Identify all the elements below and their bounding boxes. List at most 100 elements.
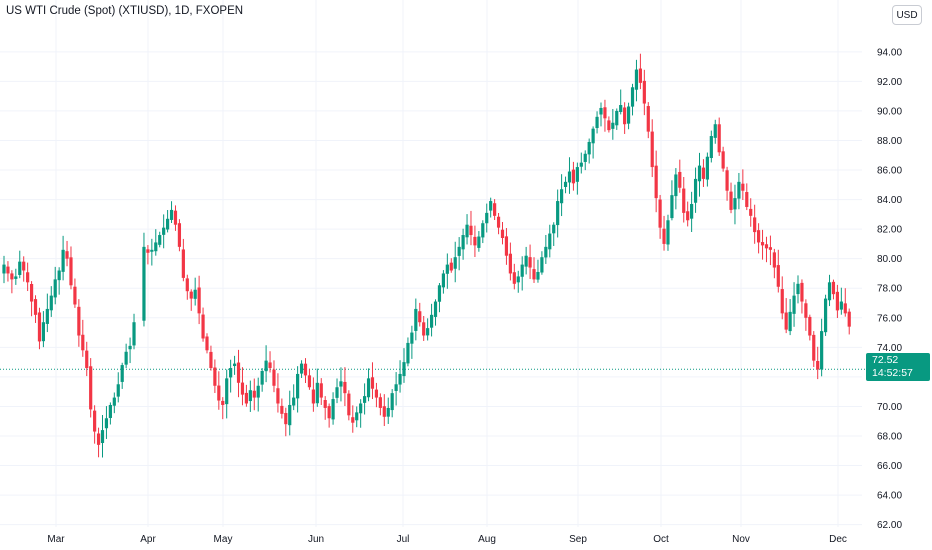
candle-up[interactable] (481, 223, 485, 238)
candle-up[interactable] (619, 105, 623, 112)
candle-down[interactable] (678, 171, 682, 188)
candle-down[interactable] (835, 291, 839, 311)
candle-up[interactable] (61, 249, 65, 272)
candle-down[interactable] (449, 262, 453, 271)
candle-down[interactable] (804, 303, 808, 318)
candle-up[interactable] (674, 174, 678, 197)
candle-up[interactable] (49, 295, 53, 311)
candle-up[interactable] (575, 167, 579, 182)
candle-up[interactable] (827, 282, 832, 301)
candle-up[interactable] (264, 360, 268, 372)
candle-down[interactable] (65, 251, 69, 259)
candle-down[interactable] (37, 312, 42, 342)
candle-down[interactable] (252, 390, 256, 398)
candle-up[interactable] (690, 204, 694, 219)
candle-down[interactable] (725, 170, 729, 191)
candle-down[interactable] (374, 389, 379, 398)
candle-up[interactable] (445, 264, 449, 274)
candle-down[interactable] (768, 247, 773, 250)
candle-down[interactable] (808, 316, 812, 336)
candle-down[interactable] (843, 303, 847, 314)
candle-up[interactable] (426, 328, 430, 336)
candle-down[interactable] (686, 211, 690, 221)
candle-up[interactable] (560, 189, 564, 204)
candle-down[interactable] (26, 272, 30, 283)
candle-down[interactable] (209, 351, 213, 369)
candle-down[interactable] (197, 287, 201, 314)
candle-down[interactable] (496, 216, 501, 228)
candle-up[interactable] (18, 261, 22, 275)
candle-down[interactable] (185, 278, 189, 292)
candle-down[interactable] (276, 388, 280, 404)
candle-up[interactable] (516, 276, 520, 283)
candle-down[interactable] (642, 80, 646, 104)
candle-up[interactable] (2, 264, 6, 274)
candle-down[interactable] (831, 281, 836, 295)
candle-up[interactable] (520, 264, 524, 277)
candle-up[interactable] (453, 257, 457, 269)
candle-up[interactable] (386, 407, 390, 417)
candle-down[interactable] (272, 369, 276, 386)
candle-up[interactable] (548, 233, 552, 250)
candle-up[interactable] (441, 273, 445, 288)
candle-up[interactable] (433, 301, 438, 317)
candle-down[interactable] (146, 249, 150, 253)
candle-up[interactable] (108, 404, 112, 418)
candle-up[interactable] (402, 362, 406, 377)
candle-up[interactable] (150, 249, 154, 252)
candle-up[interactable] (363, 396, 367, 403)
candle-up[interactable] (292, 397, 296, 406)
candle-up[interactable] (166, 218, 170, 230)
candle-up[interactable] (540, 257, 544, 273)
candle-up[interactable] (112, 397, 116, 406)
candle-up[interactable] (132, 322, 136, 346)
candle-up[interactable] (599, 107, 603, 115)
candle-up[interactable] (256, 385, 260, 398)
candle-up[interactable] (162, 227, 166, 235)
candle-up[interactable] (737, 181, 741, 199)
candle-up[interactable] (591, 128, 595, 144)
candle-down[interactable] (764, 244, 769, 249)
candle-down[interactable] (378, 397, 382, 408)
candle-up[interactable] (556, 201, 560, 226)
currency-button[interactable]: USD (892, 5, 922, 25)
candle-down[interactable] (303, 363, 308, 376)
candle-down[interactable] (512, 272, 516, 284)
candle-up[interactable] (225, 378, 229, 405)
candle-up[interactable] (45, 308, 49, 324)
candle-down[interactable] (654, 165, 658, 199)
candle-down[interactable] (662, 228, 666, 244)
candle-up[interactable] (154, 242, 158, 252)
candle-down[interactable] (508, 253, 512, 274)
candle-down[interactable] (177, 223, 182, 247)
candle-down[interactable] (528, 257, 532, 268)
candle-down[interactable] (776, 265, 780, 287)
candle-up[interactable] (489, 201, 493, 211)
candle-down[interactable] (422, 322, 426, 336)
candle-down[interactable] (753, 217, 757, 233)
candle-down[interactable] (347, 393, 351, 416)
candle-up[interactable] (158, 235, 162, 245)
candle-down[interactable] (77, 306, 81, 336)
candle-up[interactable] (394, 384, 398, 391)
candle-down[interactable] (73, 286, 77, 305)
candles[interactable] (2, 53, 851, 458)
candle-up[interactable] (359, 403, 363, 414)
candle-down[interactable] (623, 107, 627, 125)
candle-down[interactable] (800, 282, 804, 302)
candle-down[interactable] (607, 120, 611, 131)
candle-down[interactable] (650, 131, 654, 168)
candle-up[interactable] (414, 308, 418, 331)
candle-up[interactable] (299, 363, 304, 374)
candle-up[interactable] (53, 279, 57, 298)
candle-down[interactable] (29, 284, 34, 302)
candle-down[interactable] (749, 208, 753, 216)
candle-up[interactable] (477, 236, 481, 248)
candle-up[interactable] (429, 314, 434, 328)
candle-up[interactable] (14, 276, 18, 279)
candle-up[interactable] (552, 224, 556, 234)
candle-down[interactable] (418, 311, 422, 323)
candle-down[interactable] (319, 383, 323, 398)
candle-up[interactable] (41, 322, 45, 342)
candle-up[interactable] (339, 381, 343, 387)
